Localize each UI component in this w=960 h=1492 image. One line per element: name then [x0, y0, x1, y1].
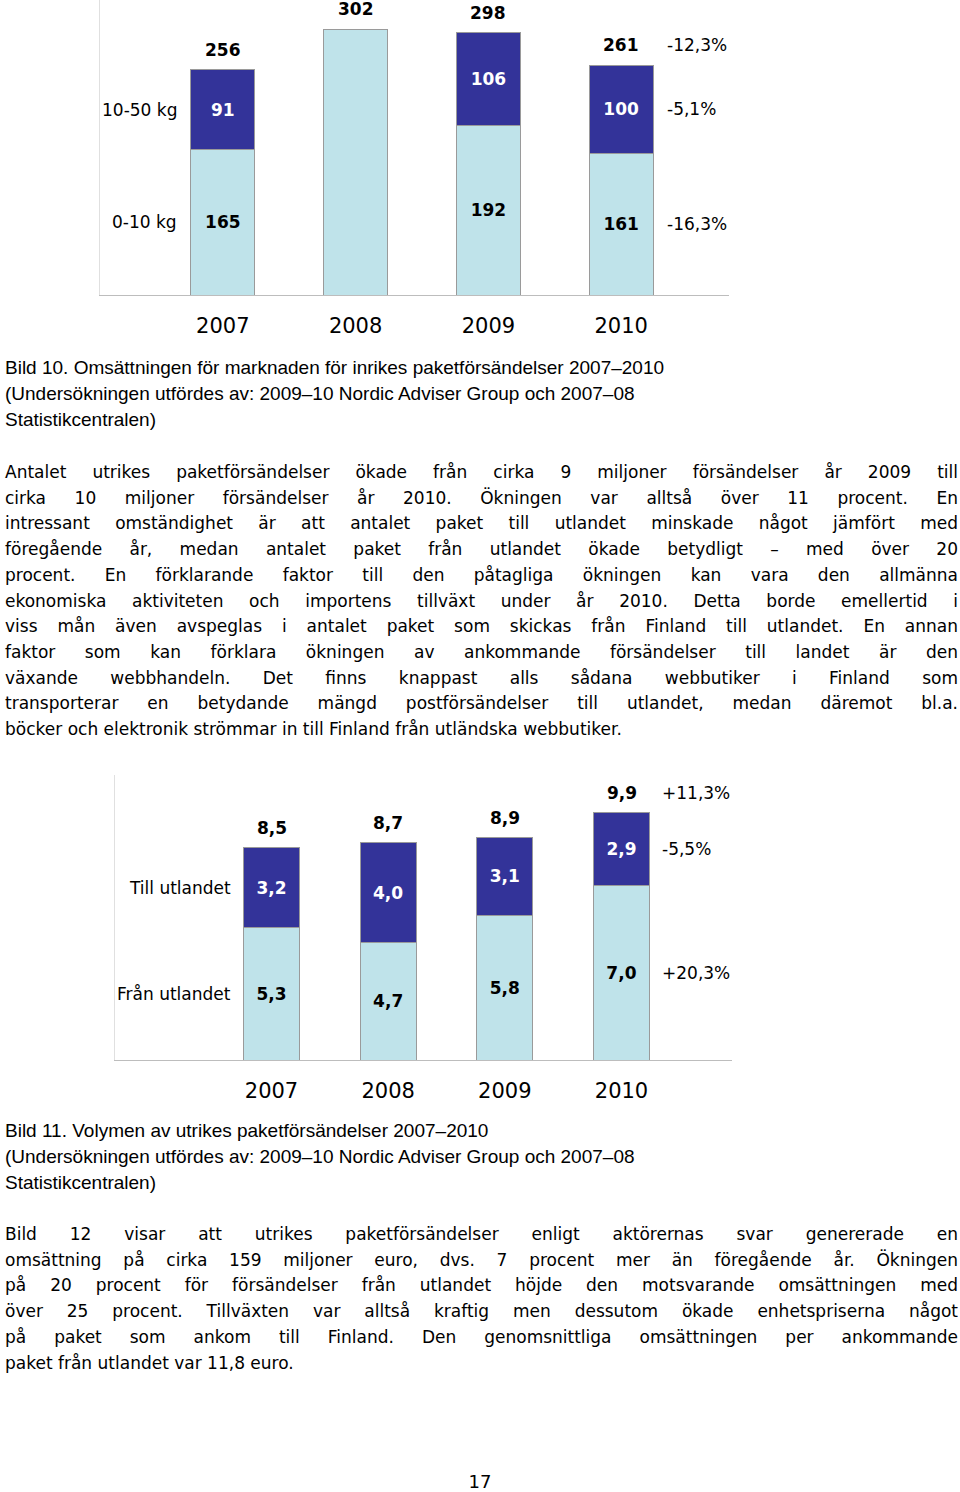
html-text:Bild 12 visar att utrikes pake: Bild 12 visar att utrikes paketförsändel…	[5, 1224, 958, 1244]
svg-text:3,1: 3,1	[490, 866, 520, 886]
svg-text:10-50 kg: 10-50 kg	[102, 100, 177, 120]
html-text:17: 17	[468, 1471, 492, 1492]
svg-text:+11,3%: +11,3%	[662, 783, 730, 803]
html-text:Bild 10. Omsättningen för mark: Bild 10. Omsättningen för marknaden för …	[5, 357, 665, 378]
svg-text:4,0: 4,0	[373, 883, 403, 903]
svg-text:0-10 kg: 0-10 kg	[112, 212, 177, 232]
svg-text:8,5: 8,5	[257, 818, 287, 838]
svg-text:106: 106	[471, 69, 507, 89]
svg-text:8,7: 8,7	[373, 813, 403, 833]
svg-text:Till utlandet: Till utlandet	[129, 878, 231, 898]
svg-text:2010: 2010	[594, 314, 647, 338]
html-text:intressant omständighet är att: intressant omständighet är att antalet p…	[5, 513, 958, 534]
svg-text:2008: 2008	[361, 1079, 414, 1103]
html-text:Bild 11. Volymen av utrikes pa: Bild 11. Volymen av utrikes paketförsänd…	[5, 1120, 489, 1141]
svg-text:-12,3%: -12,3%	[667, 35, 727, 55]
svg-text:5,3: 5,3	[256, 984, 286, 1004]
html-text:procent. En förklarande faktor: procent. En förklarande faktor till den …	[5, 564, 958, 585]
svg-text:2008: 2008	[329, 314, 382, 338]
svg-text:2010: 2010	[595, 1079, 648, 1103]
svg-text:91: 91	[211, 100, 235, 120]
html-text:på 20 procent för försändelser: på 20 procent för försändelser från utla…	[5, 1275, 958, 1296]
html-text:viss mån även avspeglas i anta: viss mån även avspeglas i antalet paket …	[5, 616, 958, 637]
html-text:paket från utlandet var 11,8 e: paket från utlandet var 11,8 euro.	[5, 1352, 294, 1373]
svg-text:9,9: 9,9	[607, 783, 637, 803]
svg-text:3,2: 3,2	[256, 878, 286, 898]
svg-text:298: 298	[470, 3, 506, 23]
svg-text:256: 256	[205, 40, 241, 60]
svg-text:165: 165	[205, 212, 241, 232]
svg-text:8,9: 8,9	[490, 808, 520, 828]
html-text:(Undersökningen utfördes av: 2: (Undersökningen utfördes av: 2009–10 Nor…	[5, 1146, 635, 1167]
svg-text:-5,1%: -5,1%	[667, 99, 716, 119]
html-text:omsättning på cirka 159 miljon: omsättning på cirka 159 miljoner euro, d…	[5, 1249, 958, 1270]
svg-text:2009: 2009	[478, 1079, 531, 1103]
html-text:Statistikcentralen): Statistikcentralen)	[5, 1172, 156, 1193]
html-text:böcker och elektronik strömmar: böcker och elektronik strömmar in till F…	[5, 719, 622, 739]
html-text:cirka 10 miljoner försändelser: cirka 10 miljoner försändelser år 2010. …	[5, 487, 958, 508]
html-text:över 25 procent. Tillväxten va: över 25 procent. Tillväxten var alltså k…	[5, 1301, 958, 1322]
svg-text:302: 302	[338, 0, 374, 19]
svg-text:7,0: 7,0	[606, 963, 636, 983]
svg-text:Från utlandet: Från utlandet	[117, 984, 231, 1004]
svg-text:2,9: 2,9	[606, 839, 636, 859]
svg-text:4,7: 4,7	[373, 991, 403, 1011]
html-text:Statistikcentralen): Statistikcentralen)	[5, 409, 156, 430]
html-text:faktor som kan förklara ökning: faktor som kan förklara ökningen av anko…	[5, 641, 958, 662]
svg-text:2007: 2007	[196, 314, 249, 338]
html-text:Antalet utrikes paketförsändel: Antalet utrikes paketförsändelser ökade …	[5, 462, 958, 482]
svg-text:-16,3%: -16,3%	[667, 214, 727, 234]
html-text:ekonomiska aktiviteten och imp: ekonomiska aktiviteten och importens til…	[5, 590, 958, 611]
html-text:(Undersökningen utfördes av: 2: (Undersökningen utfördes av: 2009–10 Nor…	[5, 383, 635, 404]
html-text:växande webbhandeln. Det finns: växande webbhandeln. Det finns knappast …	[5, 667, 958, 688]
svg-text:-5,5%: -5,5%	[662, 839, 711, 859]
svg-text:2007: 2007	[245, 1079, 298, 1103]
svg-text:5,8: 5,8	[490, 978, 520, 998]
svg-text:192: 192	[471, 200, 507, 220]
svg-text:161: 161	[603, 214, 639, 234]
html-text:föregående år, medan antalet p: föregående år, medan antalet paket från …	[5, 539, 958, 560]
svg-text:261: 261	[603, 35, 639, 55]
html-text:transporterar en betydande män: transporterar en betydande mängd postför…	[5, 693, 958, 714]
html-text:på paket som ankom till Finlan: på paket som ankom till Finland. Den gen…	[5, 1326, 958, 1347]
svg-text:+20,3%: +20,3%	[662, 963, 730, 983]
svg-text:100: 100	[603, 99, 639, 119]
svg-text:2009: 2009	[462, 314, 515, 338]
